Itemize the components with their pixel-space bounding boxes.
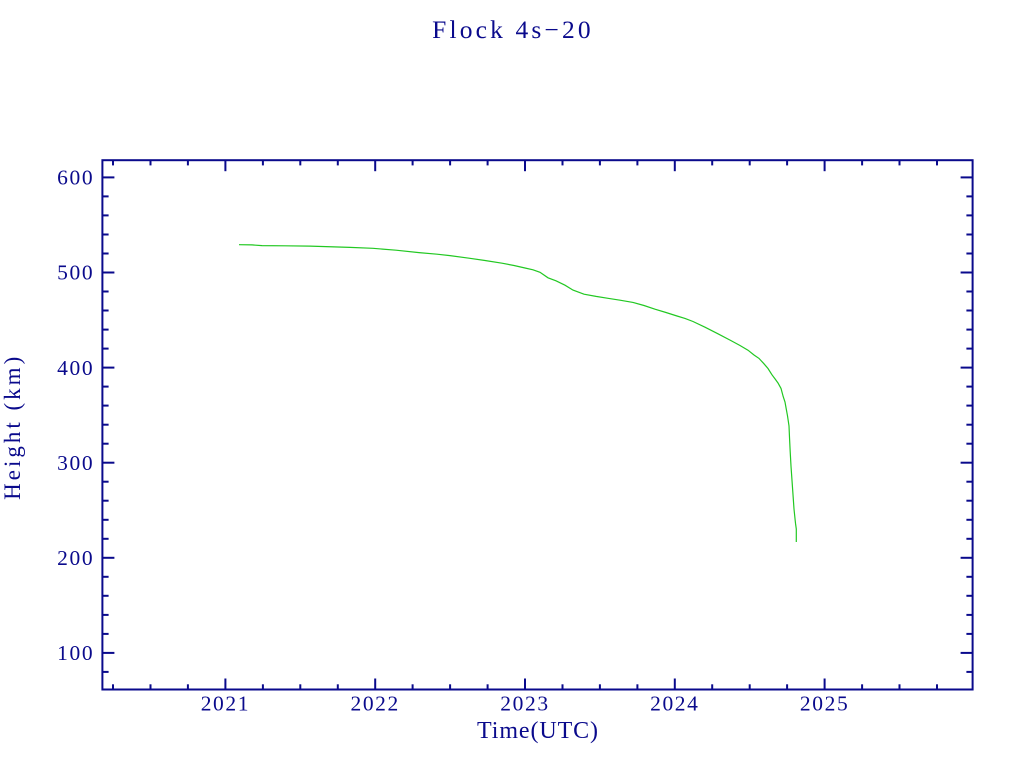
svg-text:600: 600 [57, 166, 94, 190]
svg-text:100: 100 [57, 641, 94, 665]
svg-text:2025: 2025 [800, 692, 849, 716]
svg-text:400: 400 [57, 356, 94, 380]
svg-text:500: 500 [57, 261, 94, 285]
svg-text:2024: 2024 [650, 692, 699, 716]
svg-text:Height (km): Height (km) [0, 354, 25, 500]
svg-text:2022: 2022 [350, 692, 399, 716]
svg-text:200: 200 [57, 546, 94, 570]
svg-text:2021: 2021 [201, 692, 250, 716]
svg-text:Flock 4s−20: Flock 4s−20 [432, 15, 594, 44]
svg-text:300: 300 [57, 451, 94, 475]
svg-text:2023: 2023 [500, 692, 549, 716]
svg-text:Time(UTC): Time(UTC) [477, 718, 599, 744]
